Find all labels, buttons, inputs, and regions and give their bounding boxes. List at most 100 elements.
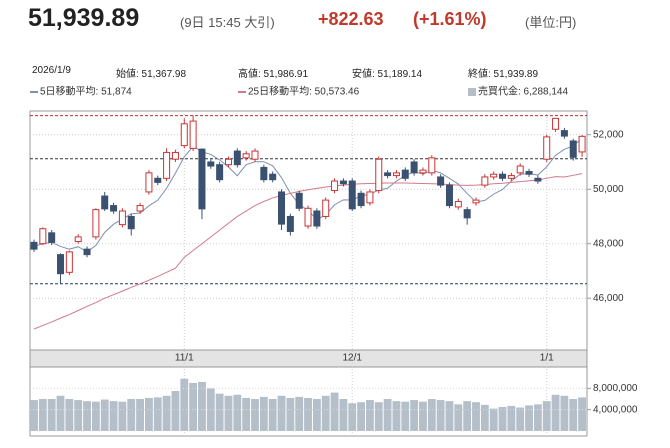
high: 高値: 51,986.91	[238, 69, 309, 80]
x-axis-band	[29, 349, 588, 368]
candle-body	[490, 173, 498, 178]
candle-body	[569, 140, 577, 158]
volume-bar	[525, 405, 533, 431]
volume-bar	[277, 395, 286, 431]
candle-body	[463, 209, 471, 219]
candle-body	[507, 175, 515, 179]
candle-body	[348, 180, 356, 210]
volume-bar	[348, 403, 357, 431]
y-tick-label: 46,000	[593, 293, 624, 304]
candle-body	[83, 248, 91, 256]
candle-body	[525, 170, 533, 175]
candle-body	[445, 184, 453, 207]
volume-bar	[189, 383, 198, 431]
candle-body	[339, 180, 347, 185]
volume-bar	[410, 400, 419, 431]
unit: (単位:円)	[525, 15, 577, 30]
volume-bar	[268, 399, 277, 431]
candle-body	[163, 151, 171, 179]
volume-bar	[109, 401, 118, 431]
candle-body	[74, 236, 82, 243]
candle-body	[295, 192, 303, 209]
candle-body	[251, 150, 259, 160]
candle-body	[224, 158, 232, 166]
volume-bar	[30, 400, 38, 431]
candle-body	[578, 135, 586, 153]
volume-bar	[180, 378, 189, 431]
volume-bar	[162, 395, 171, 431]
price-panel	[29, 110, 588, 351]
volume-bar	[339, 399, 348, 431]
volume-bar	[542, 401, 551, 431]
candle-body	[207, 161, 215, 167]
change-pct: (+1.61%)	[413, 9, 487, 29]
volume-bar	[357, 402, 365, 431]
candle-body	[171, 151, 179, 160]
candle-body	[198, 148, 206, 210]
candle-body	[242, 153, 250, 159]
change: +822.63	[318, 9, 384, 29]
volume-bar	[312, 399, 321, 431]
volume-bar	[445, 401, 454, 431]
volume-bar	[454, 404, 463, 431]
volume-bar	[533, 404, 542, 431]
legend-label: 25日移動平均: 50,573.46	[248, 85, 360, 98]
volume-bar	[436, 400, 445, 431]
candle-body	[410, 161, 418, 174]
volume-bar	[100, 399, 109, 431]
candle-body	[454, 200, 462, 208]
candle-body	[30, 241, 38, 250]
volume-bar	[551, 394, 560, 431]
volume-bar	[392, 401, 401, 431]
candle-body	[118, 210, 126, 226]
volume-bar	[463, 401, 472, 431]
y-tick-label: 52,000	[593, 129, 624, 140]
volume-bar	[91, 401, 100, 431]
candle-body	[401, 169, 409, 179]
volume-bar	[286, 397, 295, 431]
candle-body	[375, 158, 383, 192]
candle-body	[127, 215, 135, 230]
candle-body	[278, 191, 286, 225]
y-tick-label: 48,000	[593, 238, 624, 249]
candle-body	[216, 164, 224, 181]
candle-body	[560, 130, 568, 137]
candle-body	[437, 176, 445, 186]
volume-bar	[259, 396, 268, 431]
candle-body	[481, 176, 489, 186]
volume-bar	[198, 381, 206, 431]
candle-body	[366, 191, 374, 204]
volume-bar	[233, 394, 242, 431]
volume-bar	[74, 400, 83, 431]
volume-bar	[136, 399, 144, 431]
volume-bar	[224, 395, 233, 431]
volume-bar	[118, 401, 127, 431]
candle-body	[357, 192, 365, 207]
candle-body	[286, 215, 294, 232]
y-tick-label: 8,000,000	[593, 383, 638, 394]
y-tick-label: 50,000	[593, 184, 624, 195]
moving-average	[33, 173, 583, 330]
candle-body	[322, 199, 330, 217]
legend-label: 5日移動平均: 51,874	[40, 85, 132, 98]
volume-bar	[516, 407, 525, 431]
volume-bar	[153, 397, 162, 431]
candle-body	[419, 169, 427, 174]
volume-bar	[215, 393, 224, 431]
candle-body	[92, 209, 100, 238]
x-tick-label: 12/1	[343, 353, 363, 364]
volume-bar	[472, 402, 480, 431]
volume-bar	[374, 402, 383, 431]
volume-bar	[145, 397, 153, 431]
volume-bar	[427, 399, 436, 431]
candle-body	[552, 117, 560, 130]
volume-bar	[251, 399, 259, 431]
price: 51,939.89	[28, 4, 140, 32]
volume-bar	[171, 391, 180, 431]
x-tick-label: 11/1	[175, 353, 194, 364]
candle-body	[110, 205, 118, 212]
candle-body	[313, 210, 321, 227]
candle-body	[154, 177, 162, 183]
candle-body	[472, 199, 480, 204]
volume-bar	[38, 399, 47, 431]
